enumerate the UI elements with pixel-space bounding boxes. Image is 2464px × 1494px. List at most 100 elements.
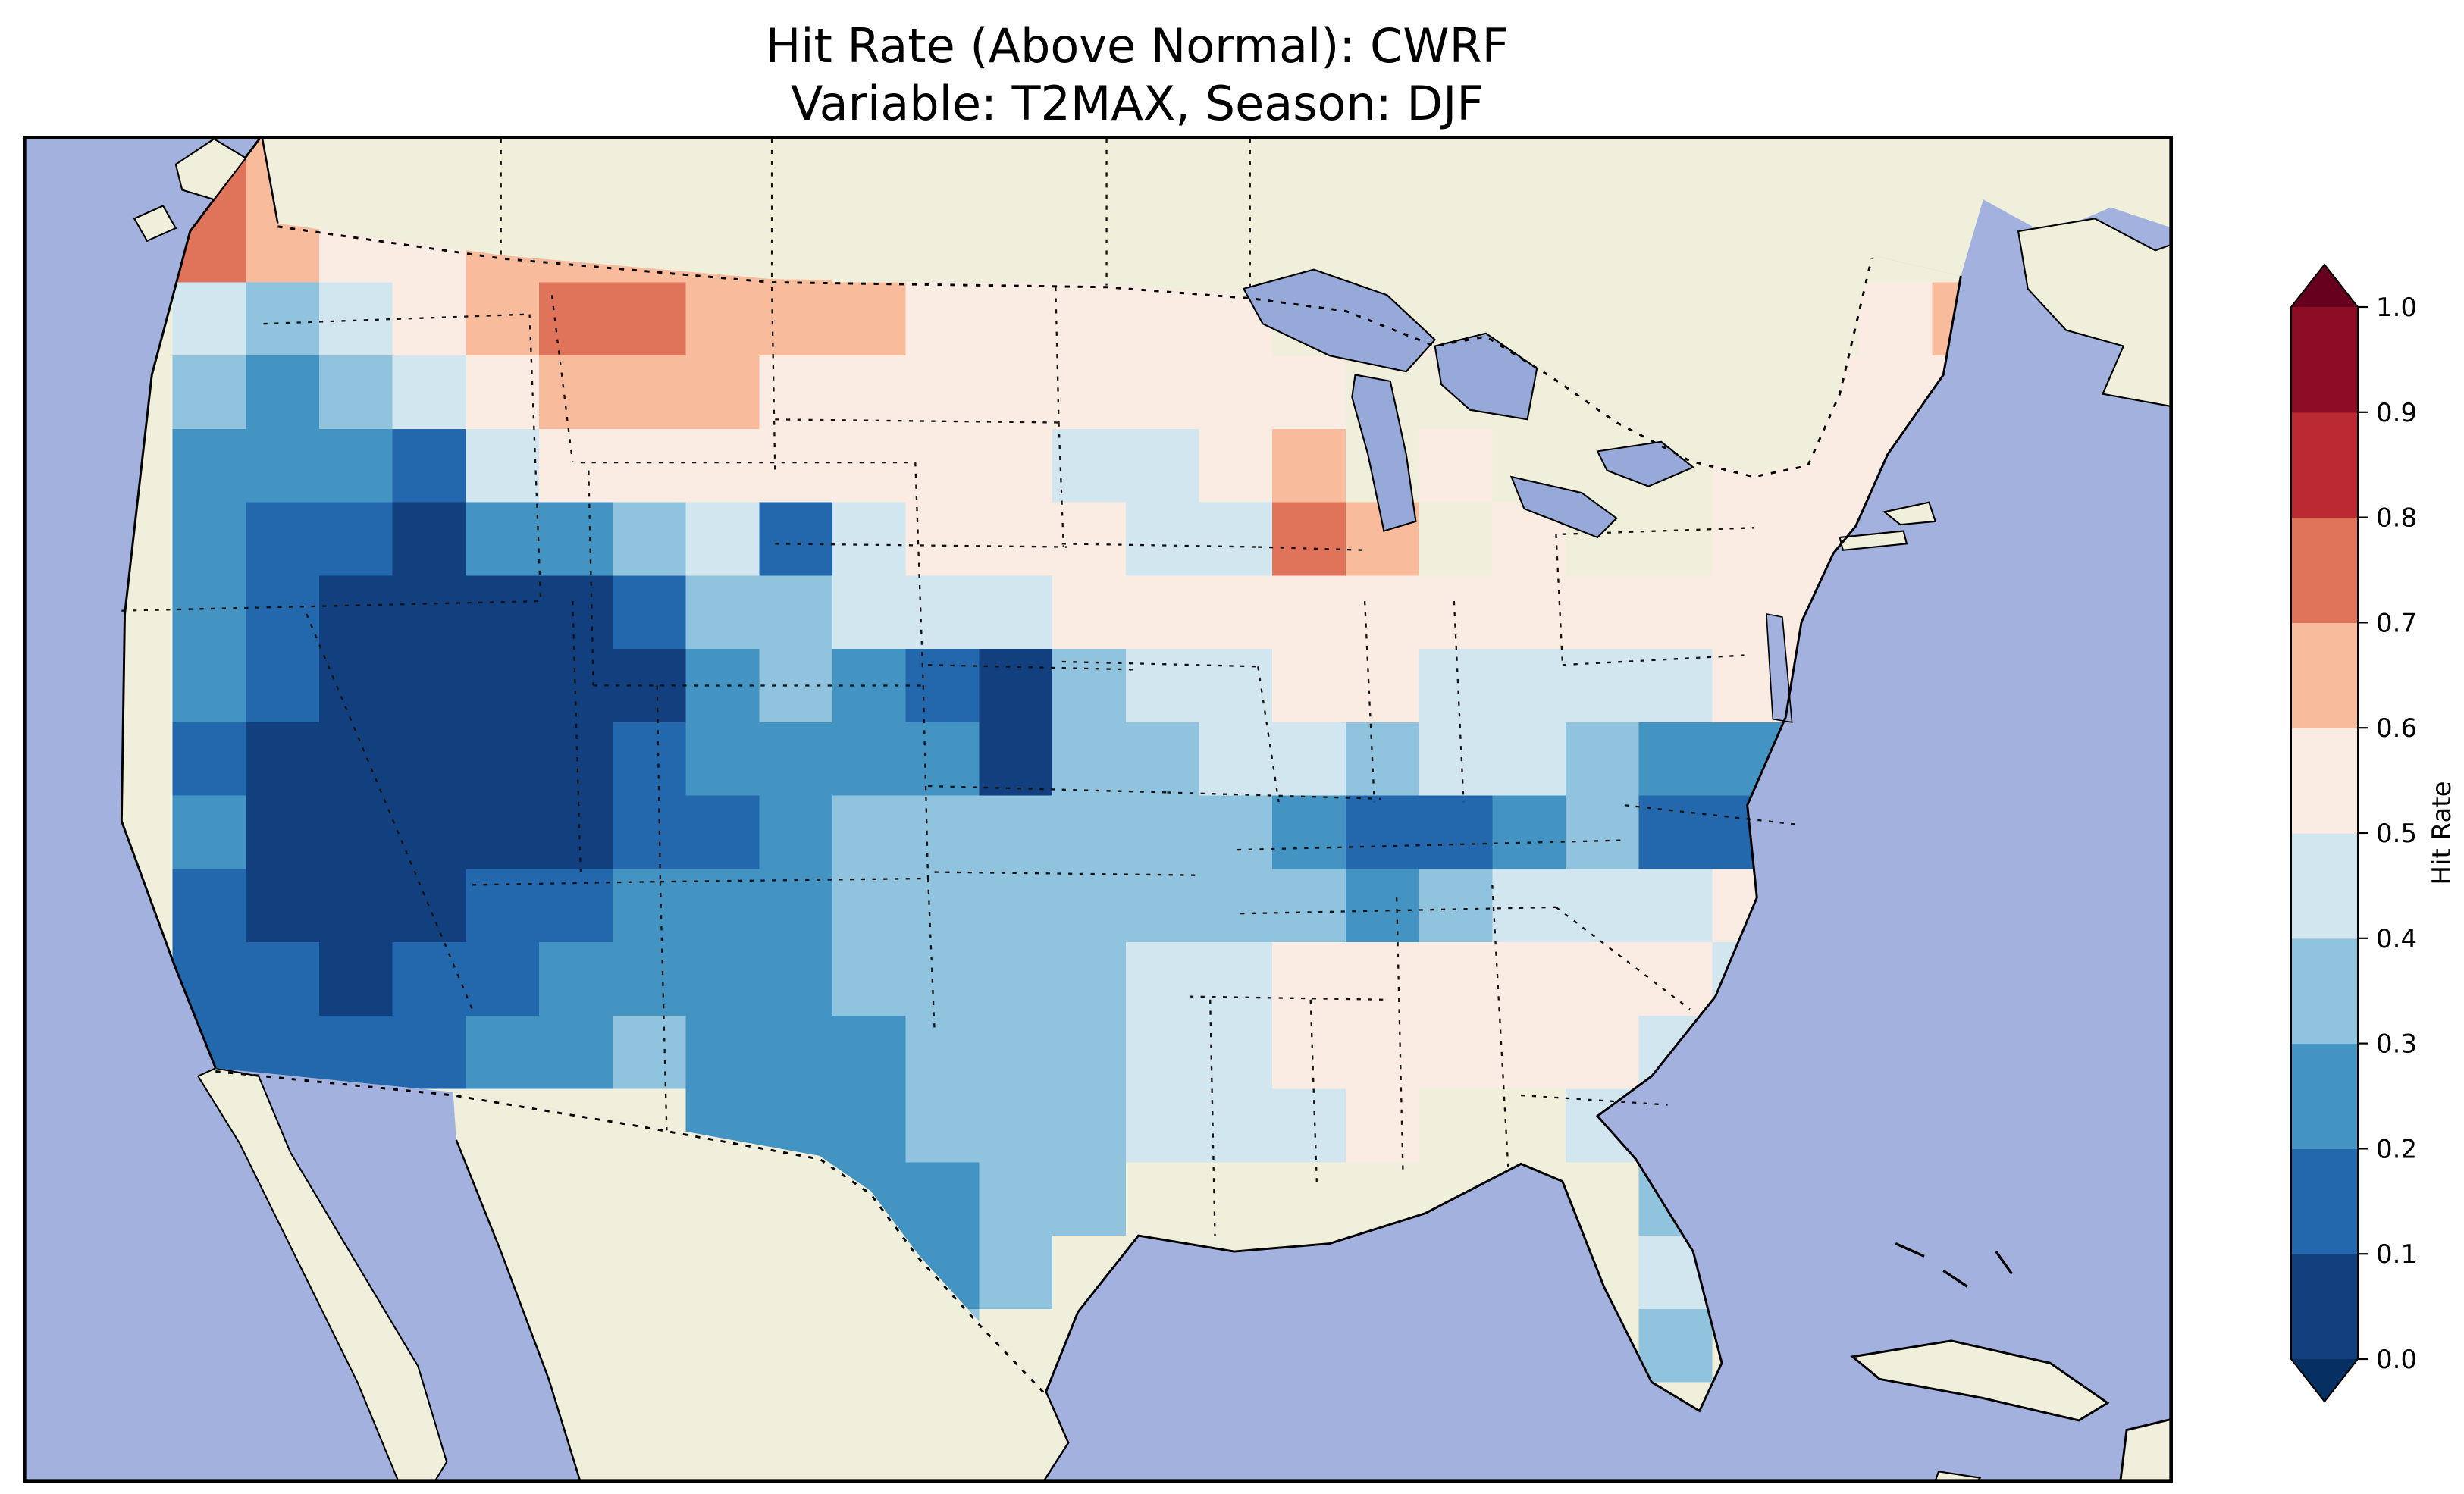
grid-cell <box>979 355 1053 429</box>
grid-cell <box>832 428 906 503</box>
state-border-line <box>588 470 594 686</box>
grid-cell <box>539 795 613 869</box>
grid-cell <box>1052 649 1126 722</box>
grid-cell <box>1272 869 1346 943</box>
grid-cell <box>759 355 832 429</box>
grid-cell <box>612 869 686 943</box>
grid-cell <box>539 575 613 650</box>
grid-cell <box>1345 942 1419 1016</box>
grid-cell <box>392 649 466 722</box>
lake-michigan <box>1351 374 1417 532</box>
grid-cell <box>1858 282 1933 356</box>
grid-cell <box>319 795 393 869</box>
grid-cell <box>1492 575 1566 650</box>
grid-cell <box>1272 722 1346 796</box>
grid-cell <box>1638 575 1713 650</box>
grid-cell <box>1566 649 1639 722</box>
grid-cell <box>1052 1162 1126 1236</box>
colorbar-band <box>2291 412 2358 518</box>
grid-cell <box>1199 428 1273 503</box>
grid-cell <box>905 575 980 650</box>
grid-cell <box>319 355 393 429</box>
grid-cell <box>832 282 906 356</box>
grid-cell <box>1566 942 1639 1016</box>
colorbar-axis-label: Hit Rate <box>2427 781 2457 885</box>
state-border-line <box>1562 654 1745 666</box>
colorbar-band <box>2291 1148 2358 1254</box>
grid-cell <box>979 1088 1053 1163</box>
grid-cell <box>1419 649 1493 722</box>
grid-cell <box>979 428 1053 503</box>
grid-cell <box>1125 869 1199 943</box>
grid-cell <box>172 722 246 796</box>
grid-cell <box>905 1162 980 1236</box>
grid-cell <box>1052 1088 1126 1163</box>
grid-cell <box>979 795 1053 869</box>
grid-cell <box>759 722 832 796</box>
grid-cell <box>246 502 320 576</box>
state-border-line <box>1521 1094 1668 1106</box>
grid-cell <box>539 428 613 503</box>
grid-cell <box>246 575 320 650</box>
colorbar-tick-label: 1.0 <box>2376 293 2417 323</box>
grid-cell <box>1492 869 1566 943</box>
lake-huron <box>1434 332 1538 421</box>
canada-land <box>262 136 2173 474</box>
great-lakes <box>1242 268 1695 539</box>
long-island <box>1839 530 1908 551</box>
grid-cell <box>905 869 980 943</box>
state-border-line <box>926 878 936 1029</box>
grid-cell <box>759 1015 832 1089</box>
grid-cell <box>172 869 246 943</box>
grid-cell <box>319 649 393 722</box>
grid-cell <box>612 282 686 356</box>
grid-cell <box>685 1015 760 1089</box>
grid-cell <box>1272 649 1346 722</box>
grid-cell <box>392 1015 466 1089</box>
grid-cell <box>685 869 760 943</box>
state-border-line <box>572 601 582 872</box>
grid-cell <box>1638 1308 1713 1383</box>
grid-cell <box>1272 502 1346 576</box>
grid-cell <box>539 942 613 1016</box>
baja-peninsula <box>196 1067 448 1483</box>
state-border-line <box>1240 906 1556 915</box>
grid-cell <box>392 502 466 576</box>
grid-cell <box>1199 575 1273 650</box>
colorbar-tick-label: 0.8 <box>2376 503 2417 534</box>
grid-cell <box>1566 1015 1639 1089</box>
colorbar-tick-label: 0.6 <box>2376 713 2417 744</box>
grid-cell <box>246 649 320 722</box>
colorbar-band <box>2291 307 2358 413</box>
grid-cell <box>539 355 613 429</box>
state-border-line <box>775 418 1059 424</box>
grid-cell <box>1052 942 1126 1016</box>
grid-cell <box>612 942 686 1016</box>
grid-cell <box>1419 869 1493 943</box>
grid-cell <box>685 502 760 576</box>
colorbar-tick-label: 0.1 <box>2376 1239 2417 1270</box>
grid-cell <box>685 355 760 429</box>
grid-cell <box>1125 649 1199 722</box>
grid-cell <box>685 428 760 503</box>
state-border-line <box>770 287 776 471</box>
state-border-line <box>306 613 473 1010</box>
grid-cell <box>685 575 760 650</box>
grid-cell <box>319 428 393 503</box>
grid-cell <box>1638 869 1713 943</box>
lake-ontario <box>1596 440 1695 487</box>
grid-cell <box>905 722 980 796</box>
grid-cell <box>979 722 1053 796</box>
us-mexico-border <box>215 1070 1047 1396</box>
grid-cell <box>1492 722 1566 796</box>
grid-cell <box>905 428 980 503</box>
grid-cell <box>392 795 466 869</box>
grid-cell <box>1345 649 1419 722</box>
grid-cell <box>466 869 540 943</box>
grid-cell <box>1272 795 1346 869</box>
grid-cell <box>832 722 906 796</box>
grid-cell <box>319 282 393 356</box>
grid-cell <box>1492 942 1566 1016</box>
colorbar-band <box>2291 517 2358 623</box>
grid-cell <box>1199 355 1273 429</box>
